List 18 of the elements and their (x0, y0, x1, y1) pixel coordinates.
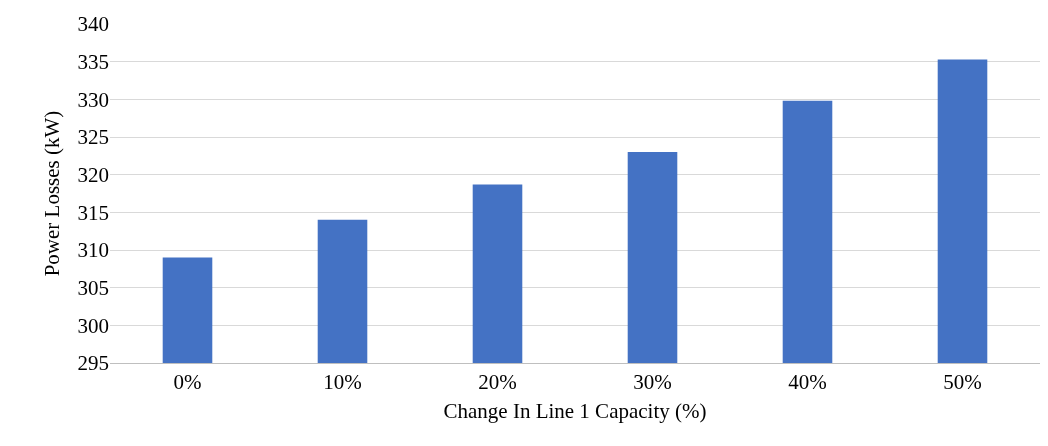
y-tick-label: 325 (77, 125, 109, 150)
y-axis-title: Power Losses (kW) (39, 110, 64, 277)
y-tick-label: 295 (77, 351, 109, 376)
x-tick-label: 20% (478, 370, 517, 395)
x-tick-label: 30% (633, 370, 672, 395)
x-tick-label: 0% (173, 370, 202, 395)
x-tick-label: 40% (788, 370, 827, 395)
y-tick-label: 335 (77, 50, 109, 75)
y-tick-label: 340 (77, 12, 109, 37)
y-tick-label: 310 (77, 238, 109, 263)
y-tick-label: 315 (77, 200, 109, 225)
y-tick-label: 320 (77, 163, 109, 188)
y-tick-label: 305 (77, 276, 109, 301)
x-axis-title: Change In Line 1 Capacity (%) (443, 399, 707, 424)
x-tick-label: 10% (323, 370, 362, 395)
x-tick-label: 50% (943, 370, 982, 395)
y-tick-label: 300 (77, 313, 109, 338)
y-tick-label: 330 (77, 87, 109, 112)
